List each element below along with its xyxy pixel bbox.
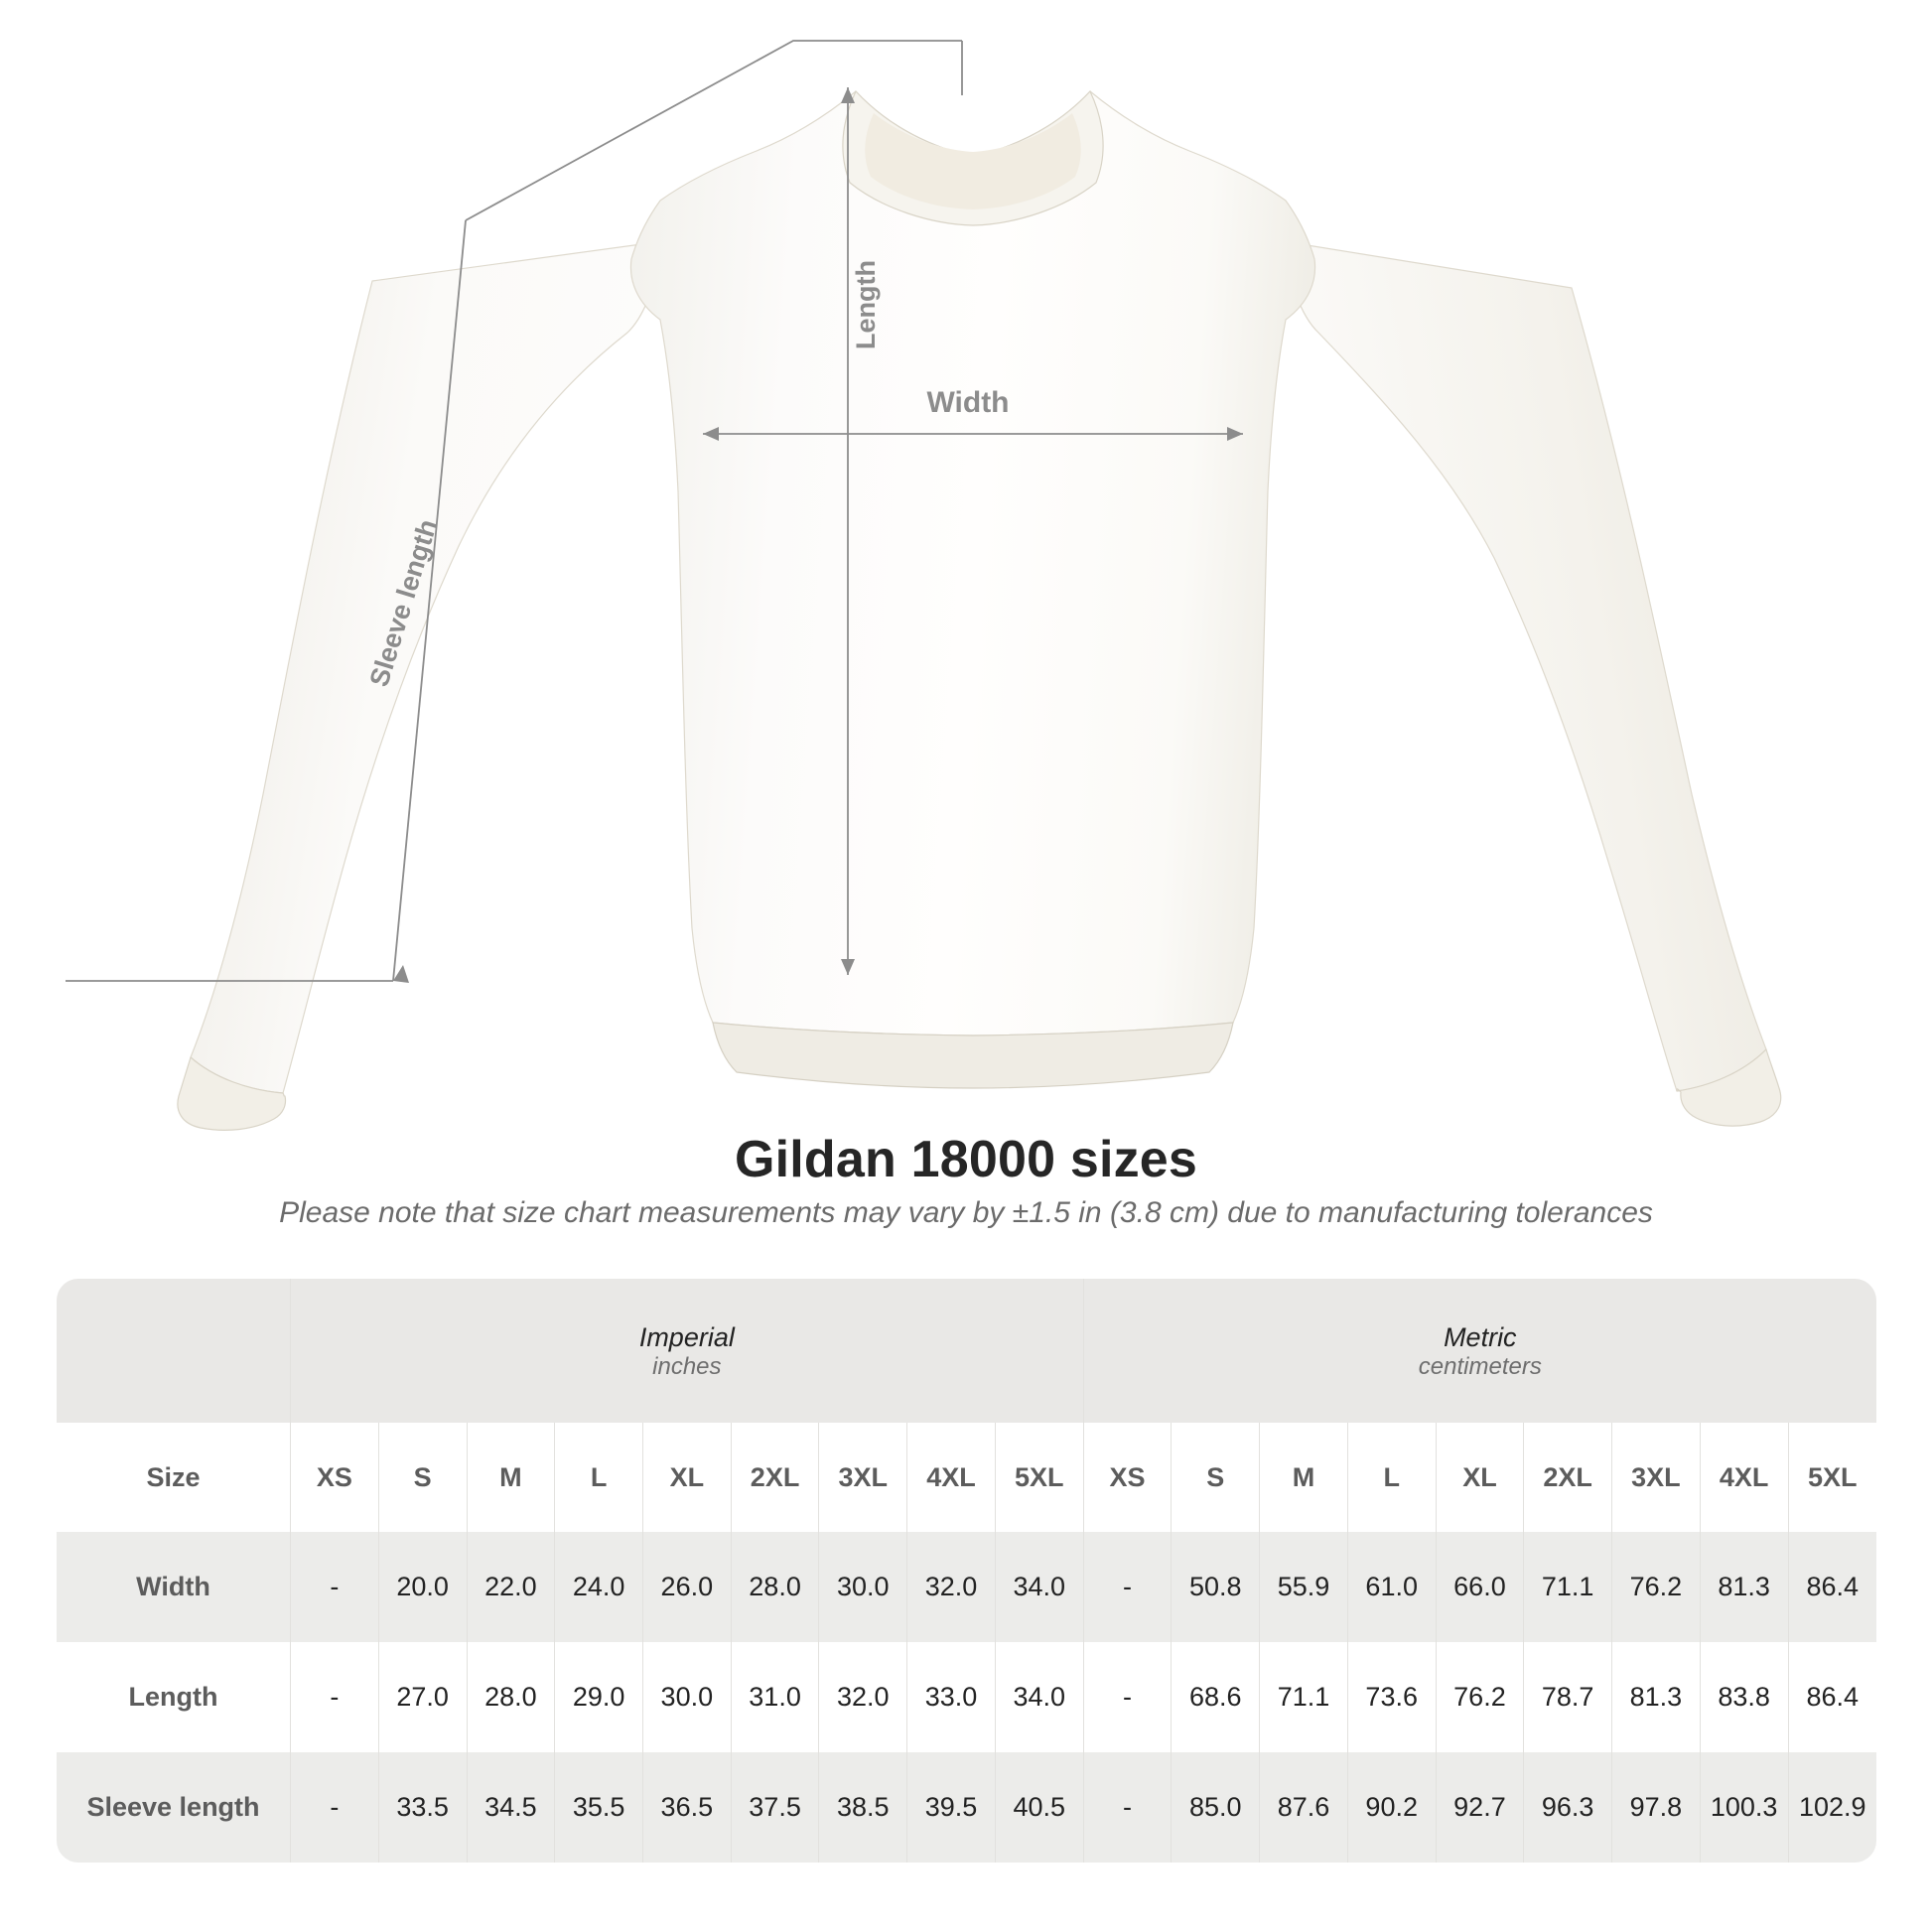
svg-text:Length: Length (851, 260, 881, 349)
svg-text:Width: Width (926, 386, 1009, 419)
